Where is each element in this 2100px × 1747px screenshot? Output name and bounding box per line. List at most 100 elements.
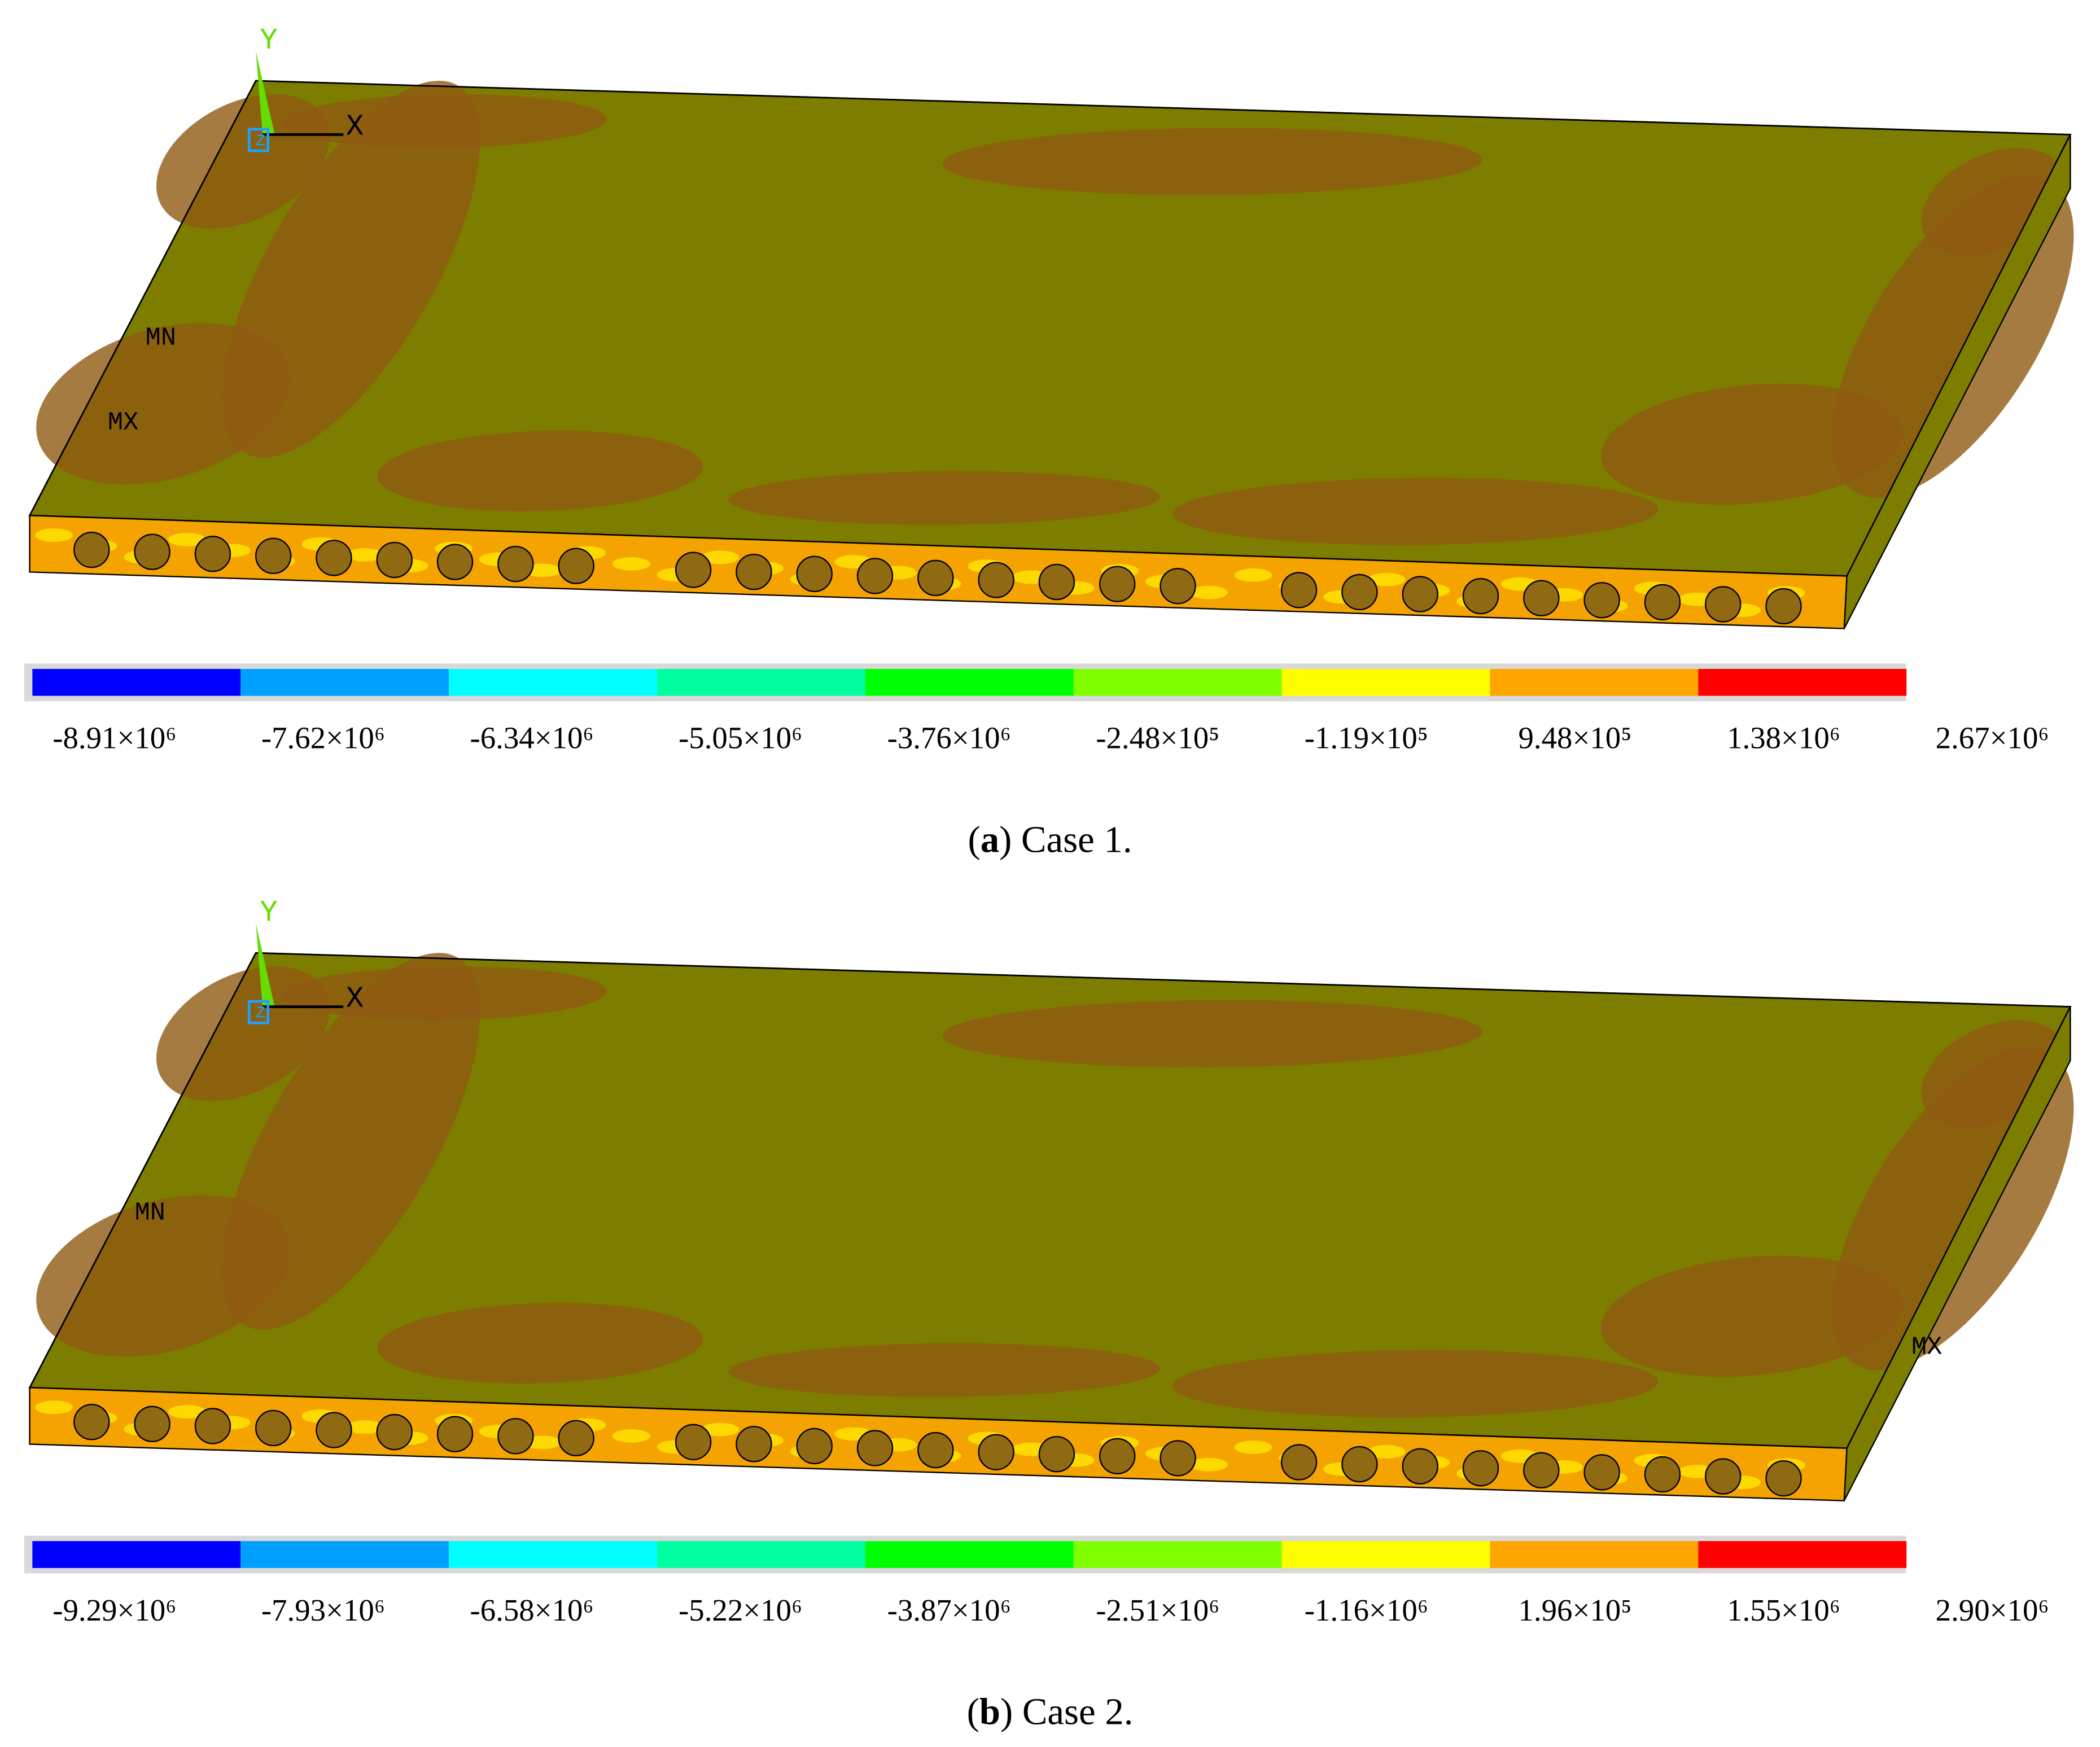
legend-label: -9.29×10⁶ [53, 1593, 176, 1627]
legend-label: -5.05×10⁶ [679, 721, 802, 755]
axis-z-mark [247, 128, 270, 152]
legend-swatch [1698, 669, 1907, 696]
void-hole [1523, 580, 1560, 616]
legend-label: -2.51×10⁶ [1096, 1593, 1219, 1627]
legend-swatch [1073, 669, 1282, 696]
void-hole [316, 1412, 352, 1448]
max-marker: MX [108, 408, 138, 437]
void-hole [1099, 566, 1136, 602]
void-hole [917, 1431, 954, 1469]
void-hole [736, 554, 772, 590]
stress-patch [1600, 1255, 1902, 1377]
max-marker: MX [1911, 1333, 1942, 1362]
legend-label: 2.90×10⁶ [1936, 1593, 2049, 1627]
void-hole [376, 1413, 413, 1451]
void-hole [856, 1430, 894, 1466]
legend-swatch [657, 1541, 865, 1568]
legend-label: -2.48×10⁵ [1096, 721, 1219, 755]
legend-swatch [657, 669, 865, 696]
void-hole [1280, 572, 1318, 608]
caption-label: a [981, 819, 999, 860]
legend-swatch [865, 1541, 1074, 1568]
min-marker: MN [135, 1198, 165, 1227]
legend-label: -3.87×10⁶ [887, 1593, 1011, 1627]
legend-label: -6.58×10⁶ [470, 1593, 593, 1627]
caption: (a) Case 1. [968, 819, 1132, 860]
void-hole [376, 541, 413, 579]
caption-prefix: ( [968, 819, 980, 860]
legend-swatch [449, 1541, 657, 1568]
axis-y-label: Y [260, 24, 277, 58]
axis-x-label: X [346, 982, 364, 1016]
axis-y-arrow [256, 923, 275, 1007]
yellow-patch [1234, 568, 1272, 582]
legend-swatch [32, 1541, 241, 1568]
axis-x-label: X [346, 110, 364, 143]
stress-patch [377, 431, 703, 512]
yellow-patch [35, 528, 73, 542]
legend-label: -7.62×10⁶ [261, 721, 385, 755]
void-hole [73, 531, 110, 568]
void-hole [1280, 1444, 1318, 1481]
yellow-patch [168, 532, 206, 546]
legend-label: -5.22×10⁶ [679, 1593, 802, 1627]
caption-text: ) Case 1. [999, 819, 1132, 860]
void-hole [1765, 588, 1802, 625]
void-hole [255, 537, 292, 575]
legend-label: -1.16×10⁶ [1305, 1593, 1428, 1627]
panel: Y X Z MN MX -8.91×10⁶ -7.62×10⁶ -6.34×10⁶ -5.05×… [24, 24, 2074, 860]
min-marker: MN [146, 323, 176, 352]
yellow-patch [701, 1422, 740, 1437]
legend-swatch [32, 669, 241, 696]
axis-y-label: Y [260, 896, 277, 930]
void-hole [436, 544, 474, 580]
void-hole [73, 1404, 110, 1440]
caption-prefix: ( [967, 1691, 979, 1732]
stress-patch [1172, 1350, 1659, 1417]
void-hole [978, 1434, 1014, 1470]
legend-swatch [1490, 1541, 1699, 1568]
legend-swatch [240, 669, 449, 696]
legend-label: 2.67×10⁶ [1936, 721, 2049, 755]
stress-patch [282, 94, 607, 148]
void-hole [856, 558, 894, 594]
stress-patch [728, 1343, 1160, 1398]
caption-text: ) Case 2. [1000, 1691, 1133, 1732]
yellow-patch [35, 1400, 73, 1415]
void-hole [316, 540, 352, 576]
void-hole [558, 548, 594, 584]
void-hole [1160, 568, 1196, 605]
legend-swatch [1073, 1541, 1282, 1568]
stress-patch [282, 966, 607, 1021]
stress-patch [222, 81, 480, 458]
void-hole [1038, 1436, 1075, 1473]
void-hole [1765, 1460, 1802, 1497]
legend-swatch [240, 1541, 449, 1568]
void-hole [1160, 1440, 1196, 1477]
void-hole [675, 1424, 712, 1460]
legend-label: 9.48×10⁵ [1519, 721, 1632, 755]
void-hole [194, 536, 231, 572]
legend-label: -7.93×10⁶ [261, 1593, 385, 1627]
panel: Y X Z MN MX -9.29×10⁶ -7.93×10⁶ -6.58×10⁶ -5.22×… [24, 896, 2074, 1732]
legend-label: -3.76×10⁶ [887, 721, 1011, 755]
yellow-patch [1189, 1457, 1228, 1472]
void-hole [134, 1406, 170, 1443]
axis-z-label: Z [256, 132, 265, 151]
void-hole [1038, 563, 1075, 601]
void-hole [978, 562, 1014, 598]
legend-swatch [449, 669, 657, 696]
stress-patch [377, 1303, 703, 1384]
void-hole [497, 545, 534, 583]
legend-swatch [865, 669, 1074, 696]
legend-label: 1.38×10⁶ [1727, 721, 1840, 755]
caption: (b) Case 2. [967, 1691, 1134, 1732]
yellow-patch [1367, 572, 1406, 586]
void-hole [1644, 1456, 1681, 1493]
yellow-patch [345, 1420, 384, 1434]
void-hole [1644, 584, 1681, 621]
void-hole [1341, 573, 1378, 611]
void-hole [917, 559, 954, 597]
axis-z-mark [247, 1000, 270, 1024]
